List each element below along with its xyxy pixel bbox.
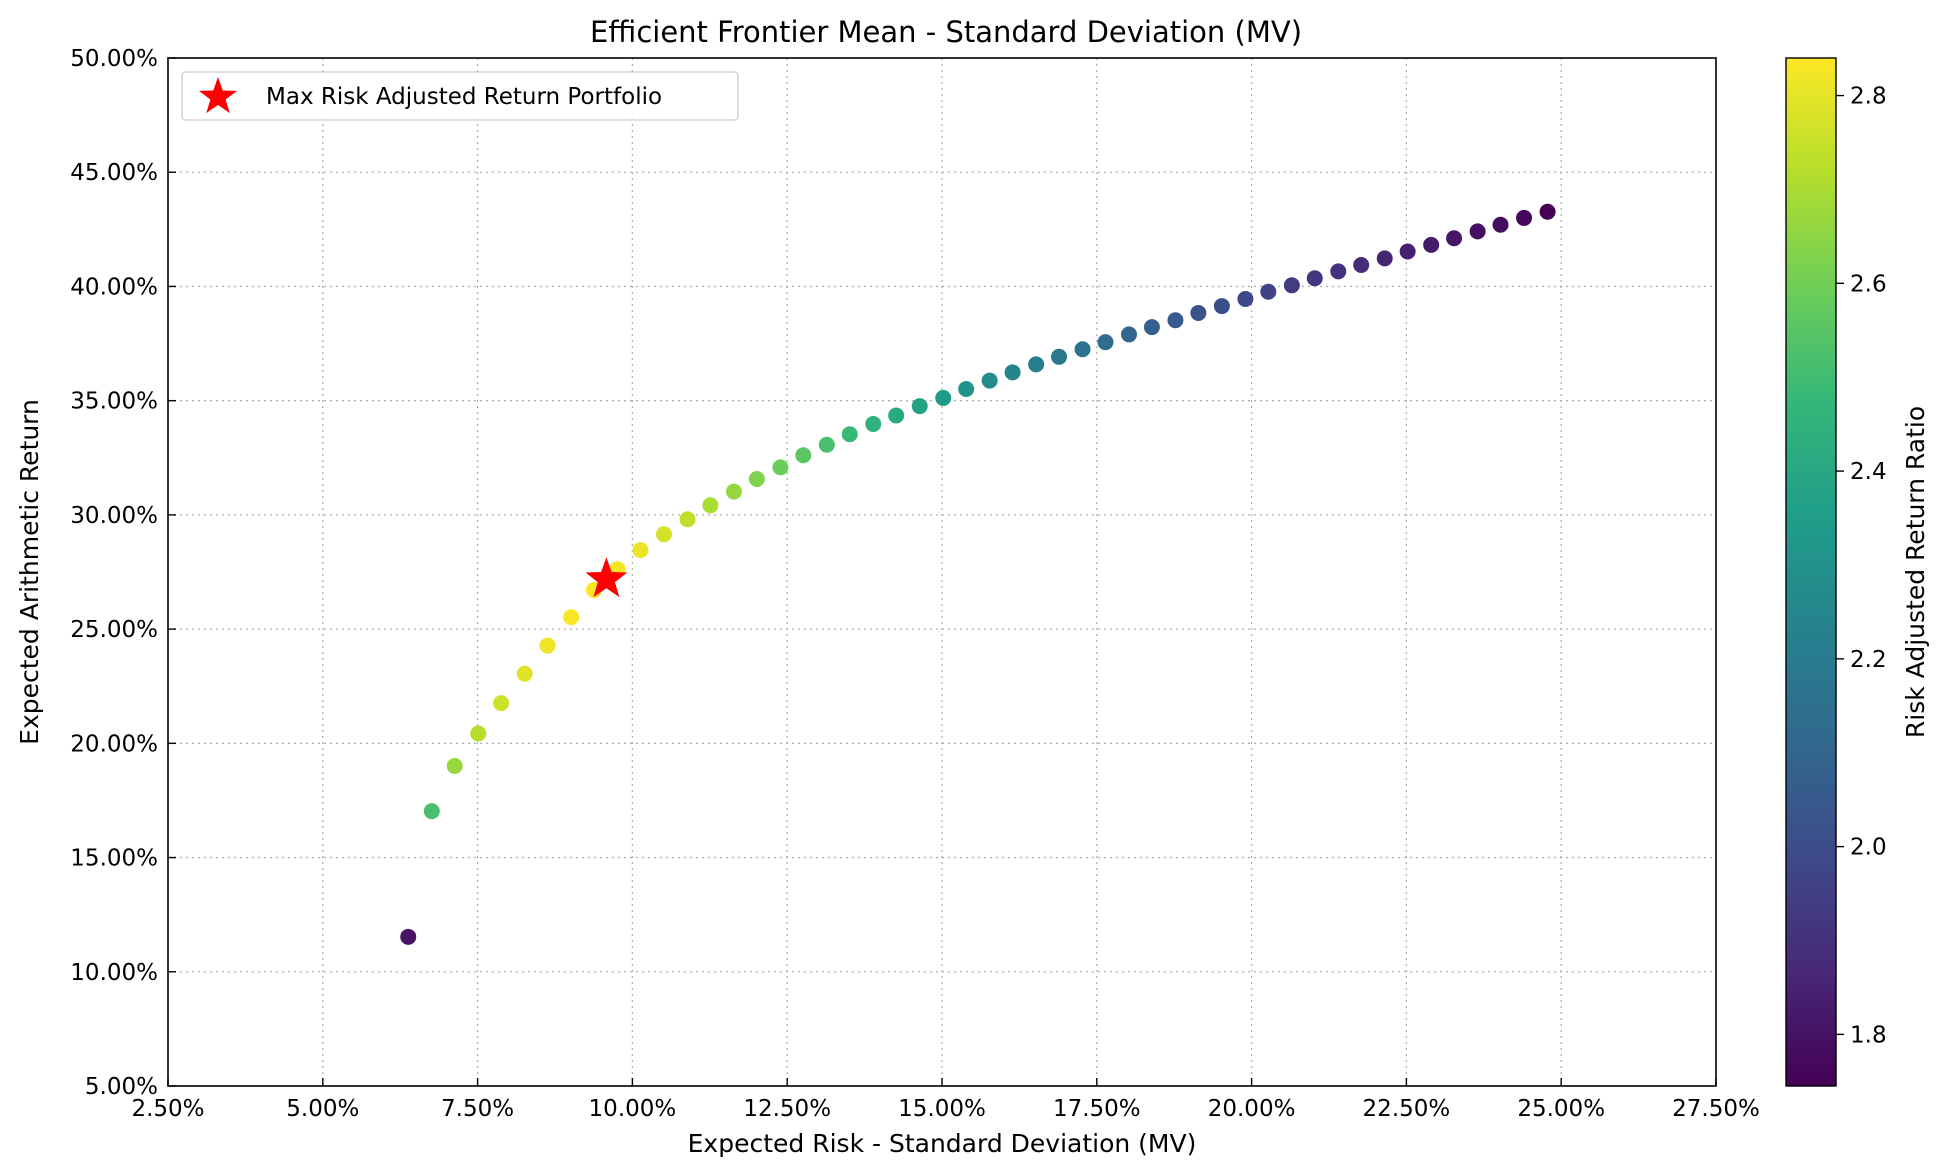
optimal-marker <box>585 557 628 598</box>
data-point <box>400 928 417 945</box>
x-tick-label: 15.00% <box>898 1096 986 1122</box>
data-point <box>981 372 998 389</box>
x-tick-label: 20.00% <box>1208 1096 1296 1122</box>
data-point <box>1399 243 1416 260</box>
data-point <box>1167 312 1184 329</box>
data-point <box>1097 334 1114 351</box>
legend-box <box>181 71 739 121</box>
y-tick-label: 10.00% <box>70 960 158 986</box>
data-point <box>702 497 719 514</box>
data-point <box>1213 298 1230 315</box>
data-point <box>423 803 440 820</box>
max-risk-adjusted-star <box>585 557 628 598</box>
data-point <box>748 471 765 488</box>
data-point <box>493 695 510 712</box>
y-axis-label: Expected Arithmetic Return <box>15 399 44 745</box>
data-point <box>935 389 952 406</box>
data-point <box>539 637 556 654</box>
data-point <box>1376 250 1393 267</box>
grid <box>168 58 1716 1086</box>
data-point <box>446 757 463 774</box>
y-tick-label: 50.00% <box>70 46 158 72</box>
x-tick-label: 2.50% <box>131 1096 204 1122</box>
x-tick-label: 17.50% <box>1053 1096 1141 1122</box>
data-point <box>1306 270 1323 287</box>
data-point <box>888 407 905 424</box>
y-axis-ticks: 5.00% 10.00% 15.00% 20.00% 25.00% 30.00% 35.00… <box>70 46 176 1100</box>
y-tick-label: 15.00% <box>70 846 158 872</box>
data-point <box>516 665 533 682</box>
data-point <box>911 398 928 415</box>
data-point <box>1330 263 1347 280</box>
data-point <box>563 609 580 626</box>
data-point <box>1283 277 1300 294</box>
data-point <box>655 526 672 543</box>
data-point <box>1028 356 1045 373</box>
chart-title: Efficient Frontier Mean - Standard Devia… <box>590 15 1302 49</box>
data-points <box>400 203 1556 945</box>
data-point <box>1190 304 1207 321</box>
colorbar-ticks: 1.8 2.0 2.2 2.4 2.6 2.8 <box>1836 84 1887 1048</box>
data-point <box>679 511 696 528</box>
x-tick-label: 25.00% <box>1517 1096 1605 1122</box>
data-point <box>795 447 812 464</box>
plot-frame <box>167 57 1717 1087</box>
colorbar-tick-label: 2.2 <box>1850 647 1887 673</box>
colorbar: 1.8 2.0 2.2 2.4 2.6 2.8 Risk Adjusted Return … <box>1785 57 1930 1087</box>
y-tick-label: 5.00% <box>85 1074 158 1100</box>
data-point <box>958 381 975 398</box>
data-point <box>725 483 742 500</box>
y-tick-label: 35.00% <box>70 389 158 415</box>
data-point <box>841 426 858 443</box>
y-tick-label: 45.00% <box>70 160 158 186</box>
legend-label: Max Risk Adjusted Return Portfolio <box>266 84 662 110</box>
data-point <box>1237 291 1254 308</box>
data-point <box>772 459 789 476</box>
data-point <box>1353 256 1370 273</box>
colorbar-tick-label: 2.6 <box>1850 271 1887 297</box>
colorbar-tick-label: 2.0 <box>1850 835 1887 861</box>
x-tick-label: 22.50% <box>1363 1096 1451 1122</box>
x-tick-label: 12.50% <box>743 1096 831 1122</box>
data-point <box>632 542 649 559</box>
data-point <box>1469 223 1486 240</box>
y-tick-label: 30.00% <box>70 503 158 529</box>
data-point <box>1516 209 1533 226</box>
data-point <box>1004 364 1021 381</box>
x-tick-label: 5.00% <box>286 1096 359 1122</box>
data-point <box>1539 203 1556 220</box>
x-axis-ticks: 2.50% 5.00% 7.50% 10.00% 12.50% 15.00% 17.50% 2… <box>131 1078 1760 1122</box>
colorbar-gradient <box>1785 57 1837 1087</box>
data-point <box>1260 283 1277 300</box>
data-point <box>1120 326 1137 343</box>
colorbar-label: Risk Adjusted Return Ratio <box>1901 406 1930 738</box>
data-point <box>470 725 487 742</box>
x-tick-label: 27.50% <box>1672 1096 1760 1122</box>
data-point <box>1074 341 1091 358</box>
data-point <box>1492 216 1509 233</box>
colorbar-tick-label: 1.8 <box>1850 1022 1887 1048</box>
data-point <box>865 415 882 432</box>
legend: Max Risk Adjusted Return Portfolio <box>181 71 739 121</box>
y-tick-label: 40.00% <box>70 274 158 300</box>
colorbar-tick-label: 2.8 <box>1850 84 1887 110</box>
y-tick-label: 25.00% <box>70 617 158 643</box>
y-tick-label: 20.00% <box>70 731 158 757</box>
data-point <box>1051 348 1068 365</box>
legend-star-icon <box>198 77 238 114</box>
colorbar-tick-label: 2.4 <box>1850 459 1887 485</box>
data-point <box>1423 236 1440 253</box>
data-point <box>1446 230 1463 247</box>
x-tick-label: 10.00% <box>589 1096 677 1122</box>
x-axis-label: Expected Risk - Standard Deviation (MV) <box>688 1129 1197 1158</box>
data-point <box>1143 319 1160 336</box>
x-tick-label: 7.50% <box>441 1096 514 1122</box>
data-point <box>818 436 835 453</box>
